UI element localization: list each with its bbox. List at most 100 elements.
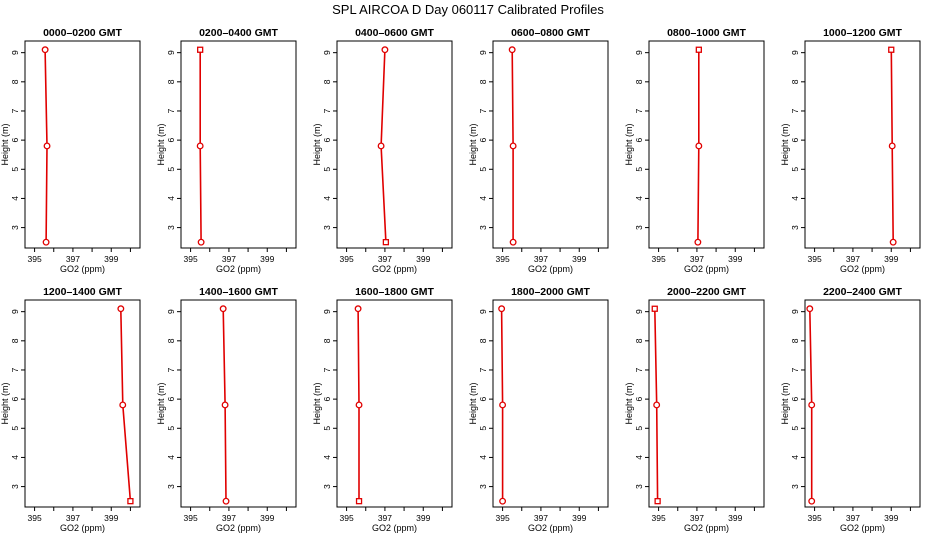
plot-frame <box>180 299 297 508</box>
x-tick-label: 399 <box>104 513 118 523</box>
x-tick-label: 395 <box>27 513 41 523</box>
plot-frame <box>492 299 609 508</box>
panel-title: 2000–2200 GMT <box>667 286 746 298</box>
x-tick-label: 397 <box>222 254 236 264</box>
y-tick-label: 4 <box>634 455 644 460</box>
y-tick-label: 6 <box>478 396 488 401</box>
y-axis-label: Height (m) <box>624 382 634 424</box>
y-tick-label: 8 <box>478 79 488 84</box>
x-axis-label: GO2 (ppm) <box>528 523 573 533</box>
panel-title: 1000–1200 GMT <box>823 27 902 39</box>
profile-point <box>695 46 702 53</box>
y-tick-label: 5 <box>790 167 800 172</box>
x-tick-label: 395 <box>495 513 509 523</box>
panel-title: 1200–1400 GMT <box>43 286 122 298</box>
panel-title: 0600–0800 GMT <box>511 27 590 39</box>
profile-point <box>509 238 517 246</box>
x-tick-label: 395 <box>495 254 509 264</box>
y-tick-label: 7 <box>478 108 488 113</box>
panel-12: 2200–2400 GMT 395 397 399 3 4 5 6 7 8 9 GO2 (ppm) He… <box>780 286 921 533</box>
y-tick-label: 8 <box>790 338 800 343</box>
y-tick-label: 7 <box>790 108 800 113</box>
y-axis-label: Height (m) <box>780 123 790 165</box>
y-tick-label: 3 <box>10 484 20 489</box>
x-axis-label: GO2 (ppm) <box>684 523 729 533</box>
x-axis-label: GO2 (ppm) <box>840 264 885 274</box>
panel-5: 0800–1000 GMT 395 397 399 3 4 5 6 7 8 9 GO2 (ppm) He… <box>624 27 765 274</box>
y-tick-label: 9 <box>478 309 488 314</box>
x-axis-label: GO2 (ppm) <box>372 264 417 274</box>
y-tick-label: 3 <box>478 225 488 230</box>
profile-point <box>651 305 658 312</box>
y-tick-label: 4 <box>322 196 332 201</box>
plot-frame <box>492 40 609 249</box>
panel-1: 0000–0200 GMT 395 397 399 3 4 5 6 7 8 9 GO2 (ppm) He… <box>0 27 141 274</box>
y-tick-label: 4 <box>322 455 332 460</box>
y-axis-label: Height (m) <box>624 123 634 165</box>
x-tick-label: 397 <box>846 254 860 264</box>
y-tick-label: 4 <box>166 455 176 460</box>
x-axis-label: GO2 (ppm) <box>840 523 885 533</box>
panel-4: 0600–0800 GMT 395 397 399 3 4 5 6 7 8 9 GO2 (ppm) He… <box>468 27 609 274</box>
y-tick-label: 4 <box>10 455 20 460</box>
y-axis-label: Height (m) <box>156 382 166 424</box>
y-tick-label: 9 <box>790 309 800 314</box>
x-tick-label: 397 <box>690 513 704 523</box>
plot-frame <box>24 299 141 508</box>
figure-title: SPL AIRCOA D Day 060117 Calibrated Profi… <box>332 2 604 17</box>
x-axis-label: GO2 (ppm) <box>60 264 105 274</box>
x-tick-label: 399 <box>416 254 430 264</box>
y-axis-label: Height (m) <box>156 123 166 165</box>
y-tick-label: 3 <box>634 225 644 230</box>
profile-point <box>219 305 227 313</box>
y-axis-label: Height (m) <box>312 382 322 424</box>
x-tick-label: 397 <box>66 254 80 264</box>
profile-point <box>499 401 507 409</box>
y-tick-label: 7 <box>634 108 644 113</box>
y-tick-label: 9 <box>10 50 20 55</box>
y-tick-label: 5 <box>790 426 800 431</box>
profile-point <box>41 46 49 54</box>
profile-point <box>127 498 134 505</box>
x-tick-label: 397 <box>66 513 80 523</box>
y-tick-label: 7 <box>634 367 644 372</box>
x-tick-label: 399 <box>572 513 586 523</box>
y-tick-label: 7 <box>790 367 800 372</box>
x-axis-label: GO2 (ppm) <box>216 523 261 533</box>
x-tick-label: 399 <box>572 254 586 264</box>
x-tick-label: 395 <box>807 254 821 264</box>
profile-point <box>508 46 516 54</box>
panel-8: 1400–1600 GMT 395 397 399 3 4 5 6 7 8 9 GO2 (ppm) He… <box>156 286 297 533</box>
profile-point <box>808 497 816 505</box>
profile-point <box>381 46 389 54</box>
y-tick-label: 4 <box>634 196 644 201</box>
y-tick-label: 6 <box>10 137 20 142</box>
x-axis-label: GO2 (ppm) <box>216 264 261 274</box>
panel-title: 2200–2400 GMT <box>823 286 902 298</box>
x-axis-label: GO2 (ppm) <box>60 523 105 533</box>
panel-2: 0200–0400 GMT 395 397 399 3 4 5 6 7 8 9 GO2 (ppm) He… <box>156 27 297 274</box>
y-tick-label: 7 <box>478 367 488 372</box>
y-tick-label: 6 <box>790 396 800 401</box>
profile-point <box>42 238 50 246</box>
profile-point <box>498 305 506 313</box>
y-tick-label: 8 <box>634 79 644 84</box>
profile-point <box>888 142 896 150</box>
profile-point <box>221 401 229 409</box>
y-tick-label: 3 <box>790 484 800 489</box>
plot-frame <box>804 299 921 508</box>
x-axis-label: GO2 (ppm) <box>372 523 417 533</box>
y-tick-label: 3 <box>790 225 800 230</box>
y-tick-label: 8 <box>634 338 644 343</box>
profile-point <box>806 305 814 313</box>
profile-point <box>117 305 125 313</box>
y-tick-label: 8 <box>478 338 488 343</box>
profile-point <box>43 142 51 150</box>
profile-point <box>119 401 127 409</box>
y-tick-label: 5 <box>478 426 488 431</box>
y-tick-label: 5 <box>10 167 20 172</box>
x-tick-label: 399 <box>884 254 898 264</box>
